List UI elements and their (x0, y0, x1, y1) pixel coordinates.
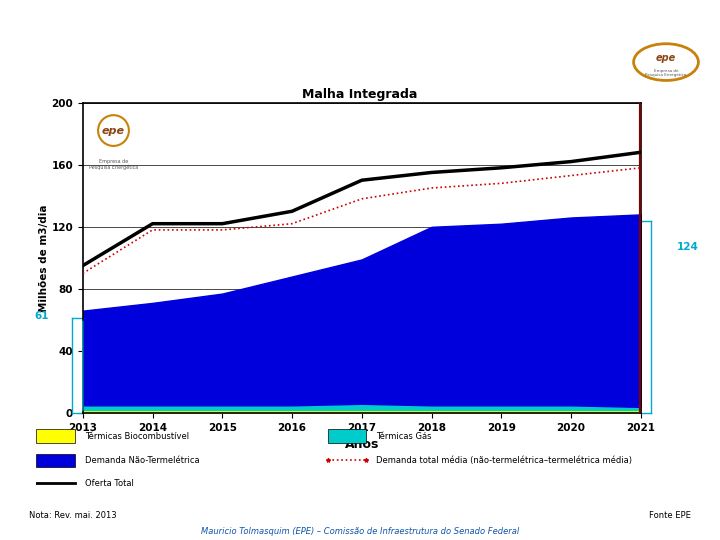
Text: PREVISÃO DO BALANÇO DE GÁS NATURAL: PREVISÃO DO BALANÇO DE GÁS NATURAL (22, 50, 510, 74)
Text: 124: 124 (677, 242, 698, 252)
Ellipse shape (634, 44, 698, 80)
Text: epe: epe (656, 53, 676, 63)
Text: Empresa de
Pesquisa Energética: Empresa de Pesquisa Energética (645, 69, 687, 77)
Y-axis label: Milhões de m3/dia: Milhões de m3/dia (39, 204, 48, 312)
Text: Empresa de
Pesquisa Energética: Empresa de Pesquisa Energética (89, 159, 138, 171)
Text: Térmicas Biocombustível: Térmicas Biocombustível (85, 431, 189, 441)
Text: Nota: Rev. mai. 2013: Nota: Rev. mai. 2013 (29, 511, 117, 520)
Text: Mauricio Tolmasquim (EPE) – Comissão de Infraestrutura do Senado Federal: Mauricio Tolmasquim (EPE) – Comissão de … (201, 528, 519, 536)
FancyBboxPatch shape (36, 429, 75, 443)
Text: Fonte EPE: Fonte EPE (649, 511, 691, 520)
FancyBboxPatch shape (328, 429, 366, 443)
Text: Demanda Não-Termelétrica: Demanda Não-Termelétrica (85, 456, 199, 465)
X-axis label: Anos: Anos (345, 438, 379, 451)
Text: Demanda total média (não-termelétrica–termelétrica média): Demanda total média (não-termelétrica–te… (376, 456, 632, 465)
Text: Oferta Total: Oferta Total (85, 479, 133, 488)
Text: Térmicas Gás: Térmicas Gás (376, 431, 432, 441)
Text: 61: 61 (35, 311, 49, 321)
FancyBboxPatch shape (36, 454, 75, 467)
Text: Malha Integrada: Malha Integrada (302, 88, 418, 101)
Text: epe: epe (102, 125, 125, 136)
